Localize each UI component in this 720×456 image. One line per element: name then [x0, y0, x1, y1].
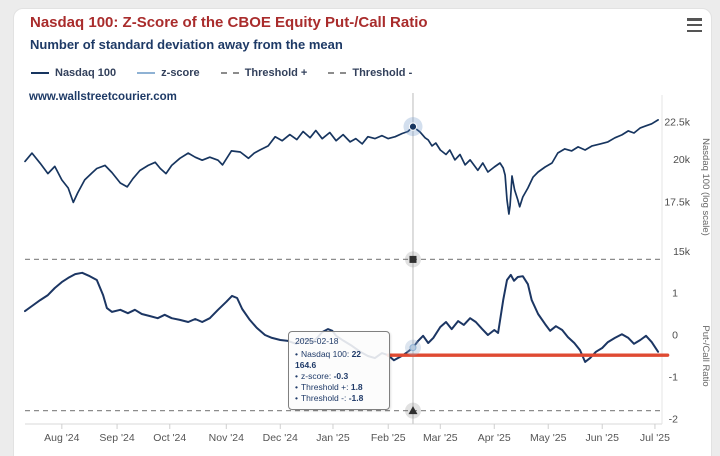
x-axis-label: Nov '24 — [209, 432, 244, 444]
x-axis-label: Jan '25 — [316, 432, 350, 444]
tooltip-row-nasdaq: • Nasdaq 100: 22 164.6 — [295, 349, 362, 370]
ratio-axis-label: -2 — [669, 414, 678, 426]
crosshair-marker-threshold-plus[interactable] — [409, 255, 417, 263]
x-axis-label: Jul '25 — [640, 432, 670, 444]
bullet-icon: • — [295, 393, 298, 403]
bullet-icon: • — [295, 349, 298, 359]
x-axis-label: Aug '24 — [44, 432, 79, 444]
threshold-plus-swatch — [220, 72, 239, 74]
price-axis-label: 15k — [673, 246, 691, 258]
price-axis-label: 20k — [673, 154, 691, 166]
price-axis-label: 17.5k — [664, 197, 690, 209]
legend: Nasdaq 100 z-score Threshold + Threshold… — [31, 67, 412, 79]
crosshair-marker-threshold-minus[interactable] — [408, 406, 418, 415]
hamburger-icon — [687, 18, 702, 21]
crosshair-marker-nasdaq[interactable] — [408, 122, 418, 131]
x-axis-label: Dec '24 — [263, 432, 298, 444]
z-score-line-swatch — [137, 72, 156, 74]
chart-tooltip: 2025-02-18 • Nasdaq 100: 22 164.6 • z-scor… — [288, 331, 390, 410]
ratio-axis-title: Put-/Call Ratio — [700, 325, 711, 386]
x-axis-label: Apr '25 — [478, 432, 511, 444]
legend-label: Threshold - — [352, 67, 413, 79]
legend-item-z-score[interactable]: z-score — [137, 67, 200, 79]
tooltip-row-threshold-plus: • Threshold +: 1.8 — [295, 382, 363, 392]
nasdaq-line — [24, 119, 659, 215]
watermark-link[interactable]: www.wallstreetcourier.com — [29, 91, 177, 103]
nasdaq-line-swatch — [31, 72, 49, 74]
bullet-icon: • — [295, 382, 298, 392]
x-axis-label: Jun '25 — [585, 432, 619, 444]
ratio-axis-label: 1 — [672, 288, 678, 300]
tooltip-row-threshold-minus: • Threshold -: -1.8 — [295, 393, 364, 403]
ratio-axis-label: -1 — [669, 372, 678, 384]
legend-item-nasdaq-100[interactable]: Nasdaq 100 — [31, 67, 116, 79]
x-axis-label: Sep '24 — [99, 432, 134, 444]
legend-item-threshold-plus[interactable]: Threshold + — [220, 67, 308, 79]
legend-label: Threshold + — [244, 67, 308, 79]
legend-label: Nasdaq 100 — [55, 67, 117, 79]
chart-title: Nasdaq 100: Z-Score of the CBOE Equity P… — [30, 14, 428, 31]
bullet-icon: • — [295, 371, 298, 381]
x-axis-label: May '25 — [530, 432, 567, 444]
threshold-minus-swatch — [328, 72, 347, 74]
chart-context-menu-button[interactable] — [683, 15, 707, 35]
x-axis-label: Feb '25 — [371, 432, 406, 444]
chart-subtitle: Number of standard deviation away from t… — [30, 37, 343, 52]
price-axis-label: 22.5k — [664, 116, 690, 128]
tooltip-date: 2025-02-18 — [295, 336, 339, 346]
ratio-axis-label: 0 — [672, 330, 678, 342]
legend-label: z-score — [161, 67, 200, 79]
crosshair-marker-z-score[interactable] — [409, 344, 417, 352]
x-axis-label: Mar '25 — [423, 432, 458, 444]
x-axis-label: Oct '24 — [153, 432, 186, 444]
legend-item-threshold-minus[interactable]: Threshold - — [328, 67, 412, 79]
price-axis-title: Nasdaq 100 (log scale) — [700, 138, 711, 236]
tooltip-row-z-score: • z-score: -0.3 — [295, 371, 349, 381]
